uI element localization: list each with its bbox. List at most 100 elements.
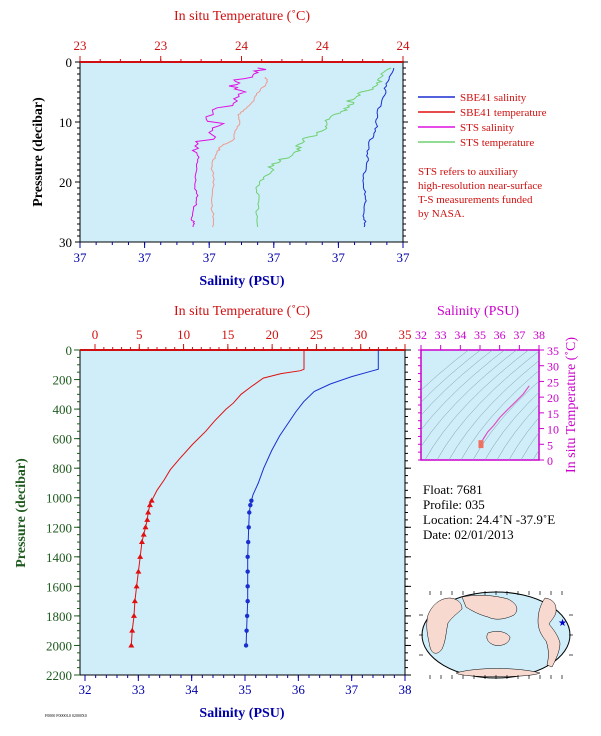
ts-sal-tick-label: 38 bbox=[533, 328, 545, 342]
temperature-marker bbox=[135, 568, 142, 574]
ts-temp-tick-label: 10 bbox=[547, 423, 559, 437]
float-location: Location: 24.4˚N -37.9˚E bbox=[423, 512, 556, 527]
main-pressure-tick-label: 800 bbox=[53, 461, 73, 476]
ts-density-contour bbox=[448, 360, 539, 460]
ts-density-contour bbox=[484, 391, 539, 460]
top-temp-tick-label: 23 bbox=[74, 38, 87, 53]
main-temp-tick-label: 20 bbox=[266, 327, 279, 342]
temperature-marker bbox=[148, 497, 155, 503]
ts-chart-salinity-ticks: 32 33 34 35 36 37 38 bbox=[415, 328, 545, 350]
ts-density-contour bbox=[421, 350, 469, 391]
main-temp-tick-label: 35 bbox=[399, 327, 412, 342]
footer-tag: F0000 F0000L0 02000X0 bbox=[45, 713, 87, 718]
sts-note-line-4: by NASA. bbox=[418, 208, 465, 220]
ts-temp-tick-label: 35 bbox=[547, 344, 559, 358]
top-temp-tick-label: 24 bbox=[397, 38, 411, 53]
top-chart-temp-ticks: 23 23 24 24 24 bbox=[74, 38, 411, 62]
ts-temp-tick-label: 15 bbox=[547, 407, 559, 421]
main-temp-tick-label: 25 bbox=[310, 327, 323, 342]
top-sal-tick-label: 37 bbox=[267, 250, 281, 265]
top-series-line-sts-salinity bbox=[190, 67, 267, 227]
ts-chart-salinity-axis-title: Salinity (PSU) bbox=[437, 304, 519, 319]
top-temp-tick-label: 23 bbox=[154, 38, 167, 53]
salinity-marker bbox=[246, 525, 251, 530]
top-sal-tick-label: 37 bbox=[138, 250, 152, 265]
temperature-marker bbox=[146, 502, 153, 508]
ts-deep-cluster bbox=[478, 440, 484, 449]
ts-density-contour bbox=[520, 432, 539, 460]
world-map-land-australia bbox=[486, 631, 511, 646]
salinity-marker bbox=[245, 598, 250, 604]
ts-density-contour bbox=[421, 350, 493, 416]
salinity-marker bbox=[244, 628, 249, 633]
main-series-line-sbe41-temperature bbox=[130, 350, 305, 646]
temperature-marker bbox=[129, 627, 136, 633]
ts-sal-tick-label: 37 bbox=[513, 328, 525, 342]
top-chart-legend: SBE41 salinity SBE41 temperature STS sal… bbox=[418, 92, 547, 149]
ts-chart-temperature-axis-title: In situ Temperature (˚C) bbox=[564, 337, 579, 473]
top-chart-pressure-axis-title: Pressure (decibar) bbox=[31, 97, 46, 207]
main-pressure-tick-label: 2000 bbox=[46, 638, 72, 653]
main-chart-salinity-ticks: 32 33 34 35 36 37 38 bbox=[79, 675, 412, 697]
world-map-land-europe-africa bbox=[426, 597, 463, 654]
main-sal-tick-label: 33 bbox=[132, 682, 145, 697]
salinity-marker bbox=[247, 510, 252, 515]
top-series-line-sbe41-salinity bbox=[362, 67, 395, 228]
world-map-land-asia bbox=[461, 595, 518, 620]
top-series-line-sts-temperature bbox=[255, 67, 392, 228]
ts-density-contour bbox=[421, 350, 505, 431]
main-chart-salinity-axis-title: Salinity (PSU) bbox=[199, 706, 285, 721]
top-temp-tick-label: 24 bbox=[316, 38, 330, 53]
main-pressure-tick-label: 1800 bbox=[46, 609, 72, 624]
ts-chart-series bbox=[478, 385, 530, 449]
main-series-line-sbe41-salinity bbox=[245, 350, 379, 646]
main-sal-tick-label: 36 bbox=[292, 682, 306, 697]
top-pressure-tick-label: 0 bbox=[66, 55, 73, 70]
near-surface-chart: In situ Temperature (˚C) 23 23 24 24 24 0 10 2… bbox=[31, 9, 547, 289]
temperature-marker bbox=[144, 516, 151, 522]
profile-date: Date: 02/01/2013 bbox=[423, 527, 514, 542]
main-chart-series bbox=[128, 350, 379, 648]
world-map-ticks bbox=[419, 591, 573, 679]
salinity-marker bbox=[245, 569, 250, 574]
main-pressure-tick-label: 1200 bbox=[46, 520, 72, 535]
top-sal-tick-label: 37 bbox=[74, 250, 88, 265]
world-map: ★ bbox=[419, 591, 573, 679]
main-pressure-tick-label: 600 bbox=[53, 432, 73, 447]
main-temp-tick-label: 30 bbox=[354, 327, 367, 342]
ts-sal-tick-label: 33 bbox=[435, 328, 447, 342]
main-temp-tick-label: 10 bbox=[177, 327, 190, 342]
ts-sal-tick-label: 35 bbox=[474, 328, 486, 342]
main-temp-tick-label: 15 bbox=[221, 327, 234, 342]
top-pressure-tick-label: 10 bbox=[59, 115, 72, 130]
top-temp-tick-label: 24 bbox=[235, 38, 249, 53]
ts-temp-tick-label: 30 bbox=[547, 360, 559, 374]
legend-label-sbe41-salinity: SBE41 salinity bbox=[460, 92, 527, 104]
legend-label-sts-temperature: STS temperature bbox=[460, 137, 534, 149]
full-profile-chart: In situ Temperature (˚C) 0 5 10 15 20 25 30 35 … bbox=[14, 304, 579, 721]
main-chart-temp-axis-title: In situ Temperature (˚C) bbox=[174, 304, 310, 319]
main-sal-tick-label: 35 bbox=[239, 682, 252, 697]
world-map-land-americas bbox=[537, 597, 561, 668]
main-pressure-tick-label: 0 bbox=[66, 343, 73, 358]
main-chart-plot-area bbox=[79, 349, 406, 676]
main-pressure-tick-label: 400 bbox=[53, 402, 73, 417]
salinity-marker bbox=[243, 643, 249, 648]
top-sal-tick-label: 37 bbox=[397, 250, 411, 265]
temperature-marker bbox=[133, 583, 140, 589]
ts-density-contour bbox=[421, 350, 517, 448]
top-chart-plot-area bbox=[79, 61, 404, 243]
main-temp-tick-label: 0 bbox=[92, 327, 99, 342]
temperature-marker bbox=[137, 553, 144, 559]
main-chart-pressure-ticks: 0 200 400 600 800 1000 1200 1400 1600 1800 2000 220… bbox=[46, 343, 411, 683]
ts-temp-tick-label: 20 bbox=[547, 391, 559, 405]
top-chart-salinity-axis-title: Salinity (PSU) bbox=[199, 274, 285, 289]
ts-temp-tick-label: 5 bbox=[547, 438, 553, 452]
sts-note-line-2: high-resolution near-surface bbox=[418, 180, 542, 192]
main-sal-tick-label: 34 bbox=[185, 682, 199, 697]
ts-density-contour bbox=[436, 350, 539, 460]
main-pressure-tick-label: 1000 bbox=[46, 491, 72, 506]
top-chart-series bbox=[190, 67, 395, 228]
main-sal-tick-label: 38 bbox=[399, 682, 412, 697]
